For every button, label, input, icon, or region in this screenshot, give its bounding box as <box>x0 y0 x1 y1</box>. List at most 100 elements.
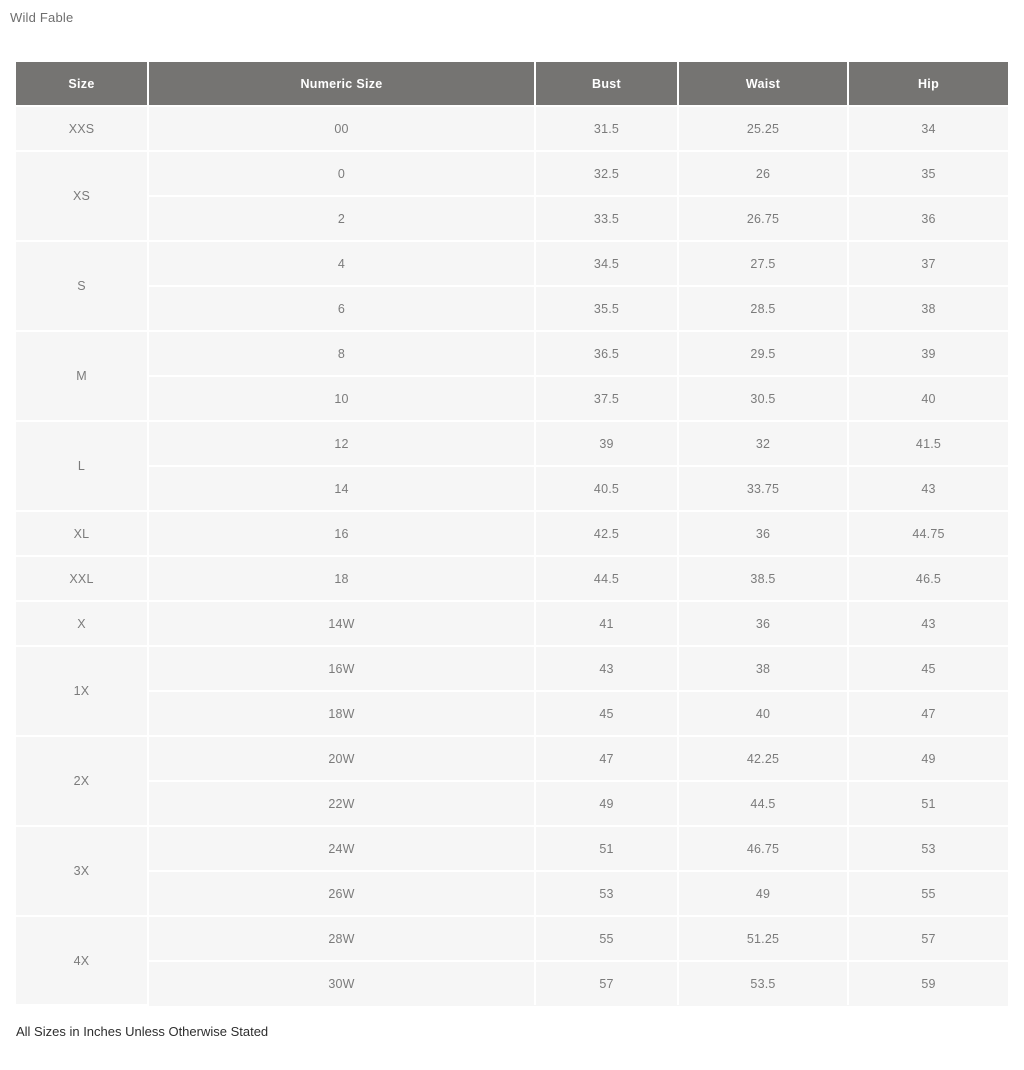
cell-numeric-size: 8 <box>148 331 536 377</box>
cell-waist: 38 <box>678 646 849 692</box>
cell-hip: 36 <box>848 196 1008 242</box>
cell-numeric-size: 12 <box>148 421 536 467</box>
cell-numeric-size: 20W <box>148 736 536 782</box>
cell-bust: 39 <box>535 421 679 467</box>
cell-numeric-size: 16W <box>148 646 536 692</box>
table-row: S 4 34.5 27.5 37 <box>16 241 1008 332</box>
cell-hip: 34 <box>848 106 1008 152</box>
table-row: 4X 28W 55 51.25 57 <box>16 916 1008 1006</box>
table-header: Size Numeric Size Bust Waist Hip <box>16 62 1008 107</box>
cell-waist: 46.75 <box>678 826 849 872</box>
cell-bust: 43 <box>535 646 679 692</box>
cell-waist: 30.5 <box>678 376 849 422</box>
cell-waist: 42.25 <box>678 736 849 782</box>
wrapper-bottom-spacer <box>0 1060 1024 1070</box>
cell-numeric-size: 14W <box>148 601 536 647</box>
cell-hip: 40 <box>848 376 1008 422</box>
column-header-hip: Hip <box>848 62 1008 107</box>
size-chart-wrapper: Size Numeric Size Bust Waist Hip XXS 00 31… <box>0 45 1024 1070</box>
cell-size: S <box>16 241 149 332</box>
cell-waist: 26 <box>678 151 849 197</box>
cell-numeric-size: 14 <box>148 466 536 512</box>
cell-size: XL <box>16 511 149 557</box>
table-footnote: All Sizes in Inches Unless Otherwise Sta… <box>16 1006 1008 1060</box>
cell-waist: 29.5 <box>678 331 849 377</box>
table-row: 30W 57 53.5 59 <box>16 961 1008 1005</box>
table-row: XL 16 42.5 36 44.75 <box>16 511 1008 557</box>
cell-numeric-size: 0 <box>148 151 536 197</box>
cell-bust: 41 <box>535 601 679 647</box>
table-body: XXS 00 31.5 25.25 34 XS 0 32.5 26 35 2 33.5 26.75 36 S… <box>16 106 1008 1006</box>
cell-bust: 44.5 <box>535 556 679 602</box>
cell-bust: 37.5 <box>535 376 679 422</box>
cell-waist: 53.5 <box>678 961 849 1005</box>
cell-waist: 49 <box>678 871 849 917</box>
cell-hip: 41.5 <box>848 421 1008 467</box>
cell-size: XS <box>16 151 149 242</box>
table-row: XXL 18 44.5 38.5 46.5 <box>16 556 1008 602</box>
size-chart-inner: Size Numeric Size Bust Waist Hip XXS 00 31… <box>16 62 1008 1006</box>
table-row: 10 37.5 30.5 40 <box>16 376 1008 422</box>
cell-bust: 33.5 <box>535 196 679 242</box>
cell-bust: 34.5 <box>535 241 679 287</box>
cell-hip: 51 <box>848 781 1008 827</box>
cell-numeric-size: 10 <box>148 376 536 422</box>
table-row: XS 0 32.5 26 35 <box>16 151 1008 242</box>
cell-numeric-size: 18W <box>148 691 536 737</box>
table-row: 18W 45 40 47 <box>16 691 1008 737</box>
cell-numeric-size: 22W <box>148 781 536 827</box>
cell-waist: 36 <box>678 601 849 647</box>
table-row: 6 35.5 28.5 38 <box>16 286 1008 332</box>
cell-hip: 43 <box>848 466 1008 512</box>
cell-waist: 44.5 <box>678 781 849 827</box>
cell-numeric-size: 2 <box>148 196 536 242</box>
cell-bust: 36.5 <box>535 331 679 377</box>
cell-bust: 31.5 <box>535 106 679 152</box>
cell-hip: 45 <box>848 646 1008 692</box>
cell-hip: 44.75 <box>848 511 1008 557</box>
table-row: 3X 24W 51 46.75 53 <box>16 826 1008 917</box>
cell-size: 3X <box>16 826 149 917</box>
cell-size: 4X <box>16 916 149 1006</box>
cell-hip: 53 <box>848 826 1008 872</box>
cell-waist: 33.75 <box>678 466 849 512</box>
cell-size: M <box>16 331 149 422</box>
cell-numeric-size: 16 <box>148 511 536 557</box>
cell-bust: 45 <box>535 691 679 737</box>
cell-hip: 47 <box>848 691 1008 737</box>
cell-size: X <box>16 601 149 647</box>
cell-hip: 57 <box>848 916 1008 962</box>
cell-numeric-size: 6 <box>148 286 536 332</box>
cell-numeric-size: 18 <box>148 556 536 602</box>
cell-bust: 42.5 <box>535 511 679 557</box>
table-row: XXS 00 31.5 25.25 34 <box>16 106 1008 152</box>
cell-waist: 27.5 <box>678 241 849 287</box>
cell-size: 1X <box>16 646 149 737</box>
cell-hip: 43 <box>848 601 1008 647</box>
table-row: L 12 39 32 41.5 <box>16 421 1008 512</box>
brand-title: Wild Fable <box>10 10 74 25</box>
table-row: M 8 36.5 29.5 39 <box>16 331 1008 422</box>
cell-hip: 37 <box>848 241 1008 287</box>
cell-waist: 51.25 <box>678 916 849 962</box>
table-row: 14 40.5 33.75 43 <box>16 466 1008 512</box>
cell-hip: 55 <box>848 871 1008 917</box>
table-row: 26W 53 49 55 <box>16 871 1008 917</box>
column-header-bust: Bust <box>535 62 679 107</box>
cell-numeric-size: 26W <box>148 871 536 917</box>
cell-bust: 49 <box>535 781 679 827</box>
cell-numeric-size: 28W <box>148 916 536 962</box>
table-header-row: Size Numeric Size Bust Waist Hip <box>16 62 1008 107</box>
cell-bust: 57 <box>535 961 679 1005</box>
cell-size: XXS <box>16 106 149 152</box>
cell-bust: 35.5 <box>535 286 679 332</box>
cell-waist: 32 <box>678 421 849 467</box>
cell-numeric-size: 4 <box>148 241 536 287</box>
cell-hip: 49 <box>848 736 1008 782</box>
cell-hip: 59 <box>848 961 1008 1005</box>
cell-bust: 51 <box>535 826 679 872</box>
table-row: 1X 16W 43 38 45 <box>16 646 1008 737</box>
cell-waist: 26.75 <box>678 196 849 242</box>
table-row: 22W 49 44.5 51 <box>16 781 1008 827</box>
table-row: X 14W 41 36 43 <box>16 601 1008 647</box>
